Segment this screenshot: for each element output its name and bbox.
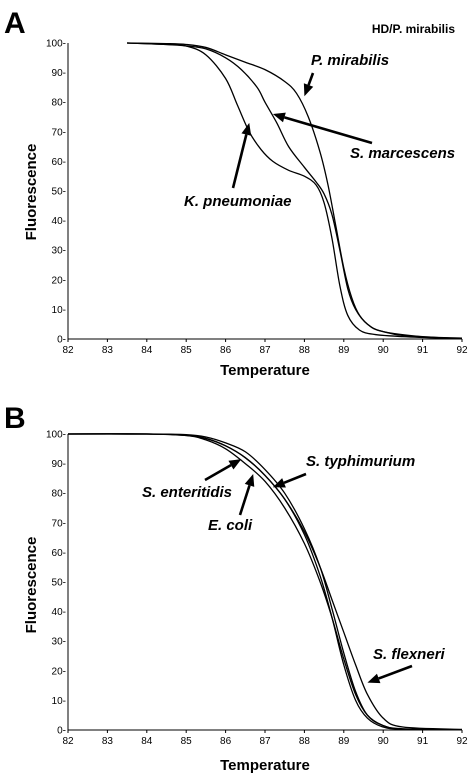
panel-b-annotation-s-flexneri: S. flexneri (373, 646, 446, 663)
panel-a-series-p-mirabilis (127, 42, 463, 340)
panel-b-x-tick-label: 89 (338, 736, 350, 747)
panel-b-x-tick-label: 85 (181, 736, 193, 747)
panel-a-series-s-marcescens (127, 42, 463, 339)
panel-letter-a: A (4, 7, 26, 40)
panel-a-annotation-k-pneumoniae-arrow-line (231, 134, 248, 189)
panel-b-y-tick-label: 80- (52, 489, 66, 500)
panel-a-chart: HD/P. mirabilis Temperature Fluorescence… (23, 22, 468, 379)
panel-a-annotation-p-mirabilis-arrow-head (303, 83, 314, 97)
panel-b-chart: Temperature Fluorescence 82 83 84 85 86 87 88 8… (23, 430, 468, 775)
panel-a-annotation-s-marcescens-arrow-head (272, 112, 286, 123)
panel-a-annotation-k-pneumoniae-arrow-head (241, 122, 252, 136)
panel-a-y-tick-label: 70- (52, 127, 66, 138)
panel-b-y-axis-title: Fluorescence (23, 537, 40, 634)
panel-b-annotation-s-typhimurium: S. typhimurium (306, 453, 415, 470)
panel-a-x-tick-label: 84 (141, 345, 153, 356)
panel-a-title: HD/P. mirabilis (372, 22, 455, 36)
panel-a-x-axis-title: Temperature (220, 362, 310, 379)
panel-b-y-tick-label: 60- (52, 548, 66, 559)
panel-a-x-tick-label: 89 (338, 345, 350, 356)
panel-b-annotation-s-typhimurium-arrow-line (283, 472, 307, 485)
panel-a-annotation-p-mirabilis-arrow-line (307, 72, 315, 86)
panel-b-x-tick-label: 83 (102, 736, 114, 747)
panel-a-y-tick-label: 50- (52, 187, 66, 198)
panel-a-annotation-s-marcescens-arrow-line (284, 116, 373, 145)
panel-a-series-k-pneumoniae (127, 42, 463, 340)
panel-b-y-tick-label: 70- (52, 518, 66, 529)
panel-a-y-tick-label: 40- (52, 216, 66, 227)
panel-a-y-tick-label: 10- (52, 305, 66, 316)
panel-a-y-tick-label: 60- (52, 157, 66, 168)
panel-a-x-tick-label: 83 (102, 345, 114, 356)
panel-a-annotation-p-mirabilis: P. mirabilis (311, 52, 389, 69)
panel-b-annotation-e-coli-arrow-head (244, 473, 255, 487)
panel-a-x-tick-label: 88 (299, 345, 311, 356)
panel-b-annotation-e-coli-arrow-line (238, 484, 251, 516)
panel-b-x-tick-label: 88 (299, 736, 311, 747)
panel-a-y-tick-label: 0- (57, 335, 66, 346)
panel-b-y-tick-label: 40- (52, 607, 66, 618)
panel-b-annotation-s-enteritidis: S. enteritidis (142, 484, 232, 501)
panel-a-x-tick-label: 87 (259, 345, 271, 356)
panel-a-x-tick-label: 91 (417, 345, 429, 356)
panel-a-x-tick-label: 82 (62, 345, 74, 356)
panel-a-annotation-k-pneumoniae: K. pneumoniae (184, 193, 292, 210)
panel-b-x-tick-label: 90 (378, 736, 390, 747)
panel-b-annotation-s-typhimurium-arrow-head (272, 478, 286, 488)
panel-b-y-tick-label: 0- (57, 726, 66, 737)
panel-b-annotation-s-enteritidis-arrow-head (228, 459, 242, 470)
panel-a-x-tick-label: 90 (378, 345, 390, 356)
panel-b-y-tick-label: 100- (46, 430, 66, 441)
panel-b-series-s-typhimurium (67, 433, 463, 731)
panel-a-y-tick-label: 90- (52, 68, 66, 79)
panel-b-y-tick-label: 30- (52, 637, 66, 648)
panel-b-series-s-flexneri (67, 433, 463, 731)
panel-b-annotation-e-coli: E. coli (208, 517, 253, 534)
panel-b-y-tick-label: 50- (52, 578, 66, 589)
panel-a-x-tick-label: 86 (220, 345, 232, 356)
panel-b-y-tick-label: 20- (52, 666, 66, 677)
panel-b-annotation-s-flexneri-arrow-line (378, 664, 413, 680)
panel-a-y-tick-label: 80- (52, 98, 66, 109)
panel-b-x-tick-label: 84 (141, 736, 153, 747)
panel-letter-b: B (4, 402, 26, 435)
panel-b-x-tick-label: 91 (417, 736, 429, 747)
panel-b-y-tick-label: 90- (52, 459, 66, 470)
panel-a-y-tick-label: 100- (46, 39, 66, 50)
panel-b-y-tick-label: 10- (52, 696, 66, 707)
panel-b-x-tick-label: 86 (220, 736, 232, 747)
panel-b-annotation-s-enteritidis-arrow-line (204, 463, 232, 482)
panel-b-series-s-enteritidis (67, 433, 463, 731)
panel-a-y-axis-title: Fluorescence (23, 144, 40, 241)
panel-b-series-e-coli (67, 433, 463, 731)
panel-a-x-tick-label: 92 (456, 345, 468, 356)
panel-a-y-tick-label: 20- (52, 275, 66, 286)
panel-b-x-tick-label: 82 (62, 736, 74, 747)
panel-b-annotation-s-flexneri-arrow-head (367, 673, 381, 684)
panel-b-x-tick-label: 92 (456, 736, 468, 747)
panel-b-x-tick-label: 87 (259, 736, 271, 747)
panel-a-annotation-s-marcescens: S. marcescens (350, 145, 455, 162)
panel-a-y-tick-label: 30- (52, 246, 66, 257)
panel-b-x-axis-title: Temperature (220, 757, 310, 774)
panel-a-x-tick-label: 85 (181, 345, 193, 356)
